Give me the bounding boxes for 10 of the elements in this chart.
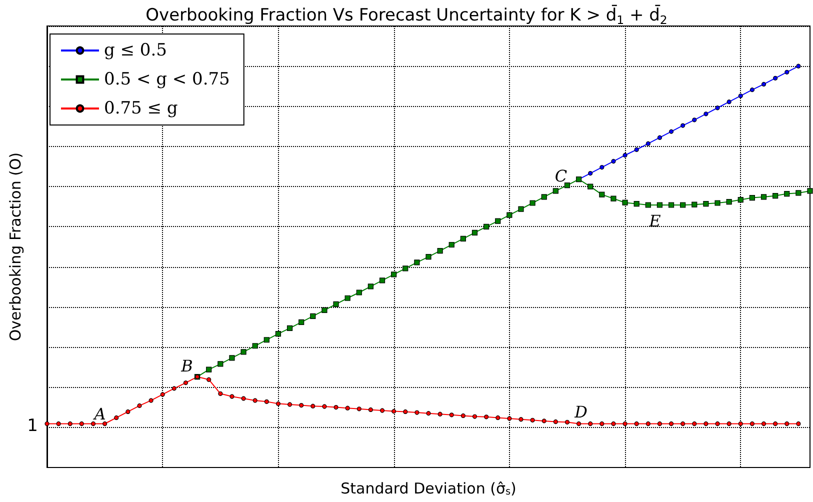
x-axis-title: Standard Deviation (σ̂s) (340, 479, 516, 498)
y-axis-title: Overbooking Fraction (O) (6, 152, 24, 342)
annotation: D (574, 402, 588, 422)
legend-label: 0.5 < g < 0.75 (104, 70, 230, 90)
annotation: C (554, 166, 568, 186)
annotation: B (180, 356, 194, 376)
legend-label: 0.75 ≤ g (104, 98, 178, 118)
text: 1 (27, 416, 38, 436)
legend-label: g ≤ 0.5 (104, 40, 167, 60)
annotation: A (92, 404, 106, 424)
